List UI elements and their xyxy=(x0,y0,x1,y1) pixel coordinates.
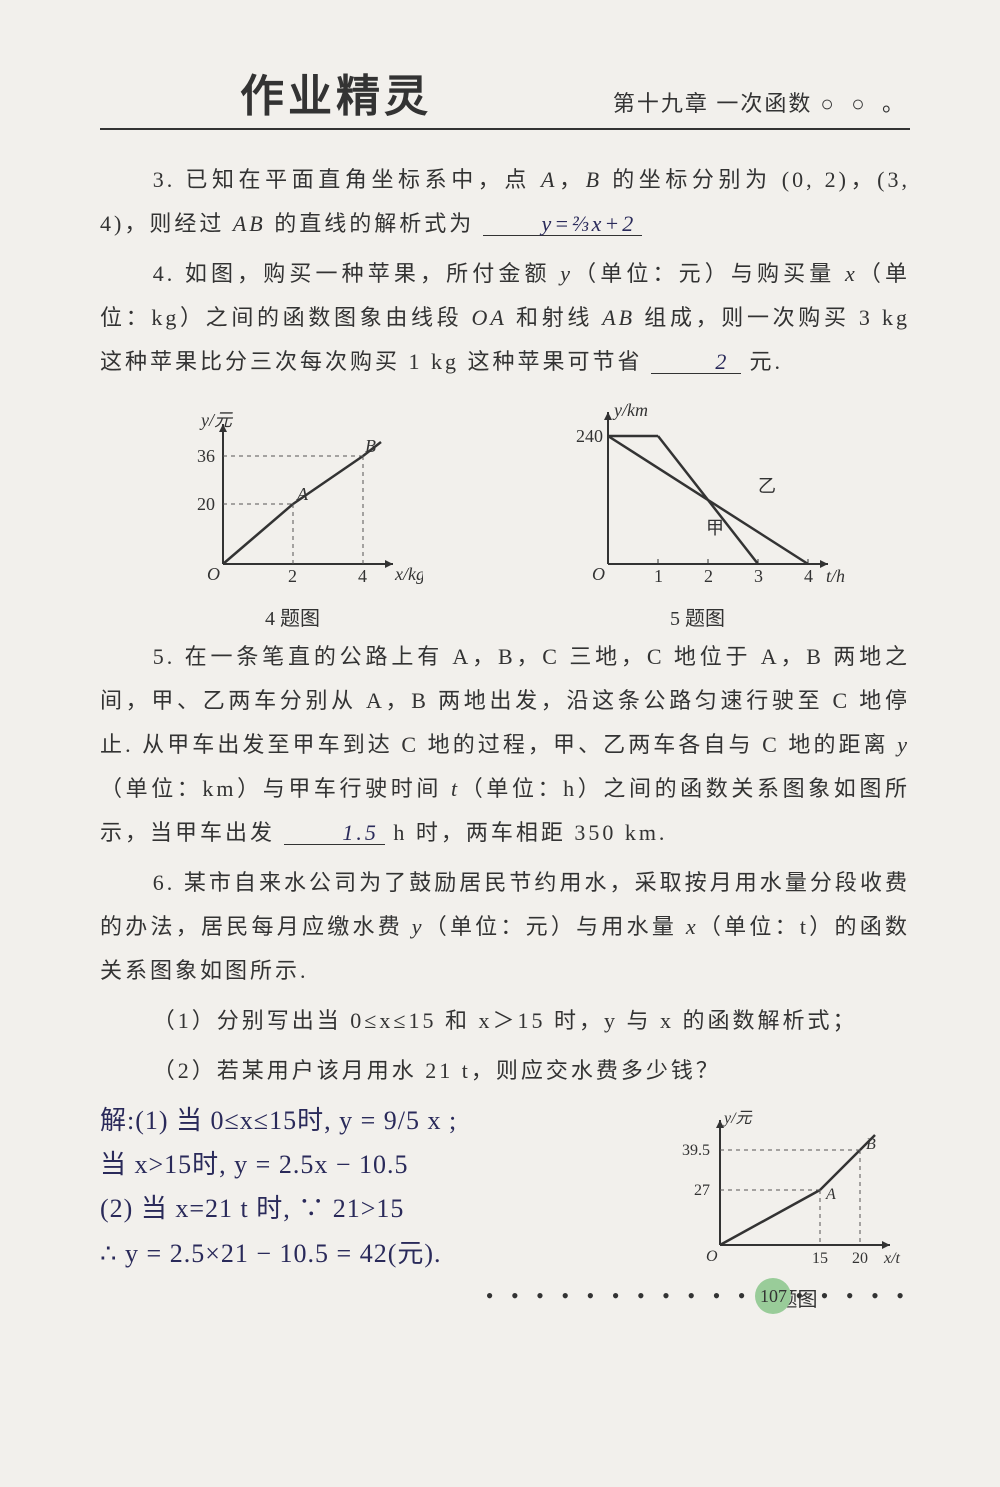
fig4-x2: 2 xyxy=(288,566,297,586)
q5-text-b: （单位：km）与甲车行驶时间 xyxy=(100,776,451,801)
fig5-xlabel: t/h xyxy=(826,566,845,586)
pagenum-dots-left: • • • • • • • • • • • xyxy=(486,1283,752,1309)
fig5-x4: 4 xyxy=(804,566,813,586)
q3-answer-blank: y=⅔x+2 xyxy=(483,213,643,236)
q5-text-a: 5. 在一条笔直的公路上有 A，B，C 三地，C 地位于 A，B 两地之间，甲、… xyxy=(100,644,910,757)
q3-text-a: 3. 已知在平面直角坐标系中，点 xyxy=(153,167,541,192)
q4-OA: OA xyxy=(472,305,507,330)
page-header: 作业精灵 第十九章 一次函数 ○ ○ 。 xyxy=(100,60,910,130)
question-6: 6. 某市自来水公司为了鼓励居民节约用水，采取按月用水量分段收费的办法，居民每月… xyxy=(100,861,910,993)
fig4-y20: 20 xyxy=(197,494,215,514)
question-4: 4. 如图，购买一种苹果，所付金额 y（单位：元）与购买量 x（单位：kg）之间… xyxy=(100,252,910,384)
q3-text-c: 的直线的解析式为 xyxy=(266,211,475,236)
q4-text-b: （单位：元）与购买量 xyxy=(573,261,845,286)
fig5-y240: 240 xyxy=(576,426,603,446)
fig6-ylabel: y/元 xyxy=(722,1110,754,1127)
header-dots: ○ ○ 。 xyxy=(820,86,910,118)
q3-B: B xyxy=(586,167,602,192)
q4-x: x xyxy=(845,261,858,286)
fig4-O: O xyxy=(207,564,220,584)
q4-AB: AB xyxy=(602,305,635,330)
fig5-x1: 1 xyxy=(654,566,663,586)
q4-text-f: 元. xyxy=(750,349,784,374)
figures-row-4-5: y/元 x/kg O 20 36 2 4 xyxy=(100,394,910,631)
fig5-jia: 甲 xyxy=(706,518,724,538)
question-6-sub1: （1）分别写出当 0≤x≤15 和 x＞15 时，y 与 x 的函数解析式； xyxy=(100,999,910,1043)
fig6-xlabel: x/t xyxy=(883,1250,901,1267)
q6-text-b: （单位：元）与用水量 xyxy=(424,914,685,939)
fig5-x3: 3 xyxy=(754,566,763,586)
fig4-xlabel: x/kg xyxy=(394,564,423,584)
fig4-y36: 36 xyxy=(197,446,215,466)
fig4-A: A xyxy=(296,484,309,504)
question-5: 5. 在一条笔直的公路上有 A，B，C 三地，C 地位于 A，B 两地之间，甲、… xyxy=(100,635,910,855)
q5-y: y xyxy=(897,732,910,757)
q4-text-d: 和射线 xyxy=(507,305,602,330)
fig5-ylabel: y/km xyxy=(612,400,648,420)
fig6-B: B xyxy=(866,1136,876,1153)
q5-t: t xyxy=(451,776,460,801)
chapter-label: 第十九章 一次函数 xyxy=(613,86,813,118)
pagenum-dots-right: • • • • • xyxy=(795,1283,910,1309)
question-6-sub2: （2）若某用户该月用水 21 t，则应交水费多少钱？ xyxy=(100,1049,910,1093)
q4-y: y xyxy=(560,261,573,286)
figure-4-caption: 4 题图 xyxy=(163,602,423,631)
fig6-A: A xyxy=(825,1186,836,1203)
q5-text-d: h 时，两车相距 350 km. xyxy=(393,820,667,845)
q3-AB: AB xyxy=(233,211,266,236)
figure-5: y/km t/h O 240 1 2 3 4 xyxy=(548,394,848,631)
fig5-x2: 2 xyxy=(704,566,713,586)
figure-5-caption: 5 题图 xyxy=(548,602,848,631)
fig4-x4: 4 xyxy=(358,566,367,586)
q4-text-a: 4. 如图，购买一种苹果，所付金额 xyxy=(153,261,560,286)
figure-4-svg: y/元 x/kg O 20 36 2 4 xyxy=(163,404,423,594)
fig5-O: O xyxy=(592,564,605,584)
q6-x: x xyxy=(686,914,699,939)
question-3: 3. 已知在平面直角坐标系中，点 A，B 的坐标分别为 (0, 2)，(3, 4… xyxy=(100,158,910,246)
page-number: 107 xyxy=(755,1278,791,1314)
fig4-B: B xyxy=(365,436,376,456)
page-number-block: • • • • • • • • • • • 107 • • • • • xyxy=(486,1278,910,1314)
fig6-y395: 39.5 xyxy=(682,1142,710,1159)
fig4-ylabel: y/元 xyxy=(199,410,234,430)
figure-6-svg: y/元 x/t O 27 39.5 15 20 A B xyxy=(670,1105,910,1275)
q6-y: y xyxy=(412,914,425,939)
q5-answer-blank: 1.5 xyxy=(284,822,385,845)
q3-comma: ， xyxy=(557,167,585,192)
figure-5-svg: y/km t/h O 240 1 2 3 4 xyxy=(548,394,848,594)
fig5-yi: 乙 xyxy=(758,476,776,496)
fig6-x15: 15 xyxy=(812,1250,828,1267)
workbook-title: 作业精灵 xyxy=(240,60,432,124)
q4-answer-blank: 2 xyxy=(651,351,741,374)
fig6-O: O xyxy=(706,1248,718,1265)
q3-A: A xyxy=(541,167,557,192)
figure-4: y/元 x/kg O 20 36 2 4 xyxy=(163,404,423,631)
fig6-y27: 27 xyxy=(694,1182,710,1199)
fig6-x20: 20 xyxy=(852,1250,868,1267)
